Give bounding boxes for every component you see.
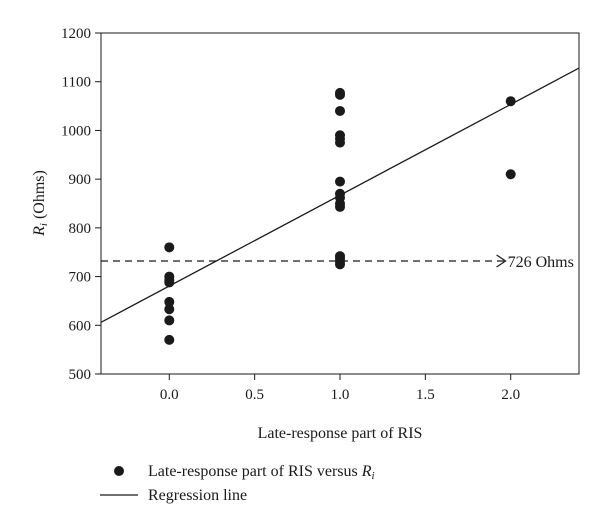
- data-point: [505, 169, 516, 180]
- legend-label-line: Regression line: [148, 487, 247, 504]
- data-point: [335, 89, 345, 100]
- data-point: [335, 259, 345, 270]
- y-tick-label: 600: [69, 318, 92, 334]
- y-tick-label: 1100: [62, 75, 91, 91]
- y-tick-label: 1200: [61, 26, 91, 42]
- y-tick-label: 500: [69, 367, 92, 383]
- x-tick-label: 1.5: [416, 387, 435, 403]
- data-point: [335, 201, 345, 212]
- data-points-group: [164, 87, 516, 345]
- legend-label-scatter: Late-response part of RIS versus Ri: [148, 463, 375, 482]
- x-tick-label: 0.0: [160, 387, 179, 403]
- data-point: [335, 176, 345, 187]
- data-point: [164, 277, 175, 288]
- x-tick-label: 1.0: [331, 387, 350, 403]
- data-point: [164, 296, 175, 307]
- reference-line-group: 726 Ohms: [101, 254, 574, 271]
- y-tick-label: 800: [69, 221, 92, 237]
- legend-marker-scatter: [114, 466, 124, 476]
- y-axis-title: Ri (Ohms): [31, 170, 50, 237]
- x-axis-title: Late-response part of RIS: [258, 425, 423, 442]
- data-point: [164, 334, 175, 345]
- data-point: [164, 315, 175, 326]
- y-tick-label: 1000: [61, 123, 91, 139]
- data-point: [335, 137, 345, 148]
- data-point: [164, 304, 175, 315]
- data-point: [505, 96, 516, 107]
- y-tick-label: 700: [69, 270, 92, 286]
- data-point: [164, 242, 175, 253]
- axis-ticks: 0.0 0.5 1.0 1.5 2.0 500 600 700 800 900 1000 1100 12…: [61, 26, 520, 403]
- y-tick-label: 900: [69, 172, 92, 188]
- x-tick-label: 2.0: [501, 387, 520, 403]
- reference-label: 726 Ohms: [508, 254, 574, 271]
- reference-arrowhead: [496, 254, 507, 268]
- data-point: [335, 105, 345, 116]
- legend: Late-response part of RIS versus Ri Regr…: [100, 463, 375, 504]
- x-tick-label: 0.5: [245, 387, 264, 403]
